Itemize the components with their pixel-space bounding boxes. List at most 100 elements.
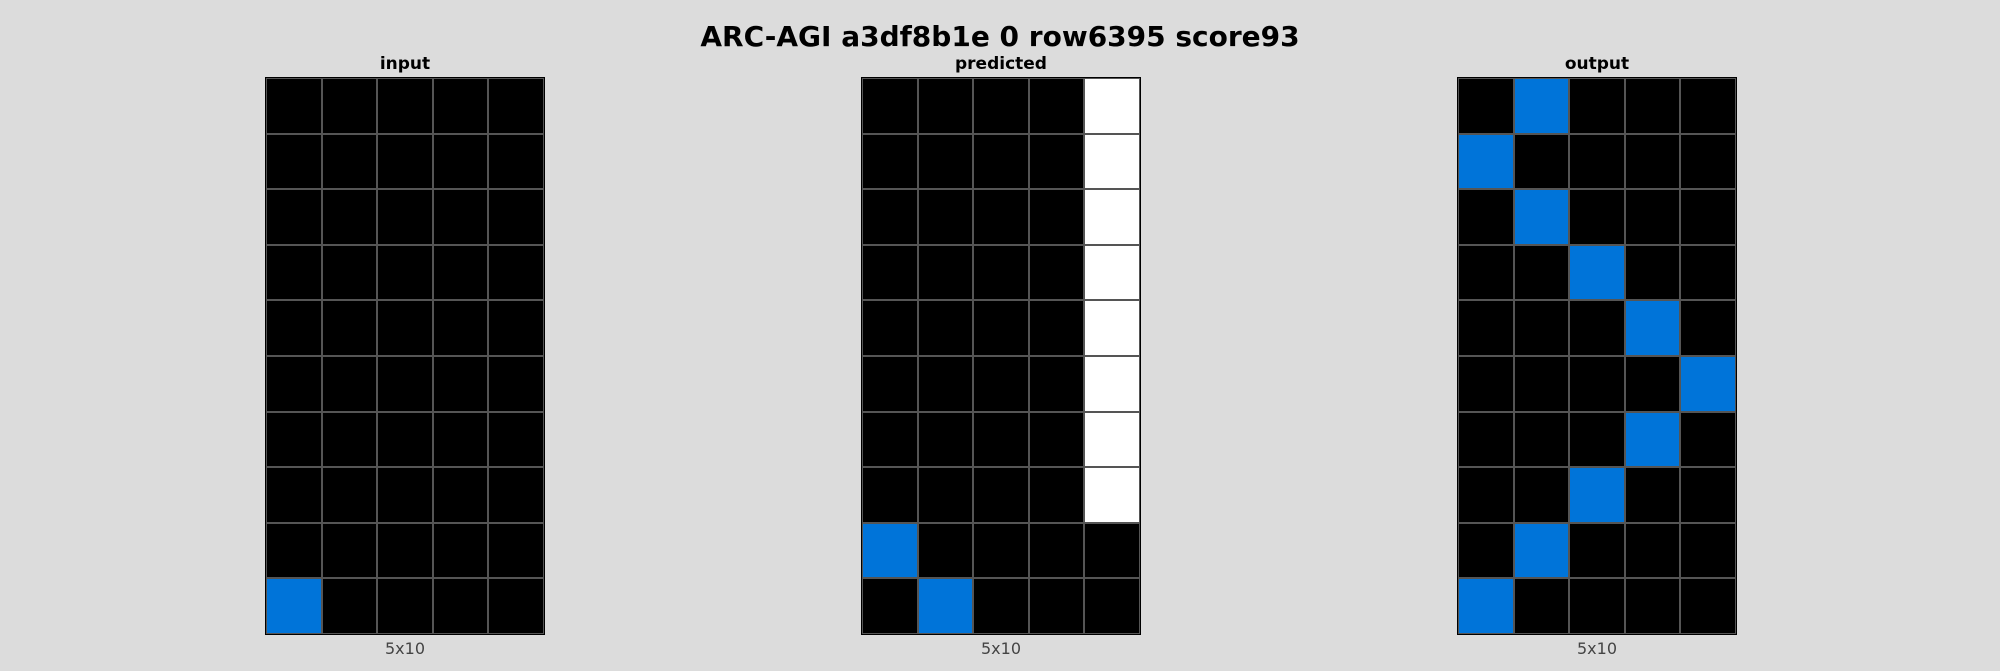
input-cell-r2-c3 bbox=[432, 189, 489, 245]
predicted-cell-r9-c1 bbox=[917, 578, 974, 634]
predicted-cell-r0-c4 bbox=[1084, 78, 1140, 134]
figure-title: ARC-AGI a3df8b1e 0 row6395 score93 bbox=[700, 20, 1300, 53]
predicted-cell-r5-c3 bbox=[1028, 356, 1085, 412]
predicted-cell-r7-c2 bbox=[973, 467, 1029, 523]
input-panel-title: input bbox=[379, 54, 431, 74]
input-cell-r2-c0 bbox=[266, 189, 322, 245]
predicted-grid bbox=[861, 77, 1141, 635]
predicted-cell-r8-c2 bbox=[973, 522, 1029, 579]
output-cell-r5-c0 bbox=[1458, 356, 1514, 412]
output-cell-r0-c3 bbox=[1624, 78, 1681, 134]
output-cell-r0-c2 bbox=[1569, 78, 1625, 134]
predicted-cell-r8-c0 bbox=[862, 522, 918, 579]
output-cell-r4-c4 bbox=[1680, 300, 1736, 356]
input-cell-r1-c1 bbox=[321, 133, 378, 190]
output-cell-r2-c1 bbox=[1513, 189, 1570, 245]
predicted-cell-r1-c0 bbox=[862, 133, 918, 190]
output-dims-label: 5x10 bbox=[1576, 639, 1617, 658]
predicted-cell-r9-c3 bbox=[1028, 578, 1085, 634]
output-cell-r5-c4 bbox=[1680, 356, 1736, 412]
predicted-cell-r6-c0 bbox=[862, 411, 918, 468]
input-cell-r1-c0 bbox=[266, 133, 322, 190]
input-cell-r5-c3 bbox=[432, 356, 489, 412]
predicted-cell-r3-c0 bbox=[862, 244, 918, 301]
input-cell-r8-c1 bbox=[321, 522, 378, 579]
output-cell-r9-c0 bbox=[1458, 578, 1514, 634]
input-cell-r9-c0 bbox=[266, 578, 322, 634]
input-cell-r8-c2 bbox=[377, 522, 433, 579]
predicted-cell-r4-c1 bbox=[917, 300, 974, 356]
output-cell-r5-c3 bbox=[1624, 356, 1681, 412]
input-cell-r1-c3 bbox=[432, 133, 489, 190]
output-cell-r5-c2 bbox=[1569, 356, 1625, 412]
output-cell-r3-c4 bbox=[1680, 244, 1736, 301]
predicted-cell-r2-c3 bbox=[1028, 189, 1085, 245]
input-grid bbox=[265, 77, 545, 635]
input-cell-r0-c2 bbox=[377, 78, 433, 134]
output-cell-r6-c0 bbox=[1458, 411, 1514, 468]
input-cell-r9-c4 bbox=[488, 578, 544, 634]
output-cell-r2-c3 bbox=[1624, 189, 1681, 245]
output-grid bbox=[1457, 77, 1737, 635]
input-cell-r7-c3 bbox=[432, 467, 489, 523]
output-cell-r9-c1 bbox=[1513, 578, 1570, 634]
input-cell-r7-c4 bbox=[488, 467, 544, 523]
output-cell-r1-c1 bbox=[1513, 133, 1570, 190]
output-cell-r3-c1 bbox=[1513, 244, 1570, 301]
input-cell-r0-c4 bbox=[488, 78, 544, 134]
output-cell-r6-c4 bbox=[1680, 411, 1736, 468]
input-cell-r6-c1 bbox=[321, 411, 378, 468]
predicted-cell-r6-c4 bbox=[1084, 411, 1140, 468]
predicted-panel: predicted 5x10 bbox=[861, 53, 1141, 659]
input-cell-r4-c2 bbox=[377, 300, 433, 356]
input-cell-r3-c0 bbox=[266, 244, 322, 301]
predicted-cell-r0-c2 bbox=[973, 78, 1029, 134]
output-cell-r2-c2 bbox=[1569, 189, 1625, 245]
predicted-cell-r2-c4 bbox=[1084, 189, 1140, 245]
input-cell-r5-c2 bbox=[377, 356, 433, 412]
input-dims-label: 5x10 bbox=[384, 639, 425, 658]
output-cell-r8-c2 bbox=[1569, 522, 1625, 579]
predicted-cell-r0-c0 bbox=[862, 78, 918, 134]
input-cell-r9-c2 bbox=[377, 578, 433, 634]
predicted-cell-r4-c4 bbox=[1084, 300, 1140, 356]
predicted-cell-r9-c0 bbox=[862, 578, 918, 634]
predicted-cell-r2-c2 bbox=[973, 189, 1029, 245]
input-cell-r8-c4 bbox=[488, 522, 544, 579]
input-cell-r3-c4 bbox=[488, 244, 544, 301]
output-cell-r8-c0 bbox=[1458, 522, 1514, 579]
output-cell-r7-c2 bbox=[1569, 467, 1625, 523]
input-cell-r3-c1 bbox=[321, 244, 378, 301]
input-cell-r9-c3 bbox=[432, 578, 489, 634]
input-panel: input 5x10 bbox=[265, 53, 545, 659]
predicted-cell-r9-c4 bbox=[1084, 578, 1140, 634]
input-cell-r7-c0 bbox=[266, 467, 322, 523]
output-cell-r1-c2 bbox=[1569, 133, 1625, 190]
predicted-cell-r8-c3 bbox=[1028, 522, 1085, 579]
predicted-cell-r3-c2 bbox=[973, 244, 1029, 301]
output-cell-r1-c0 bbox=[1458, 133, 1514, 190]
predicted-cell-r0-c3 bbox=[1028, 78, 1085, 134]
output-cell-r0-c4 bbox=[1680, 78, 1736, 134]
output-cell-r9-c2 bbox=[1569, 578, 1625, 634]
output-cell-r1-c3 bbox=[1624, 133, 1681, 190]
input-cell-r8-c3 bbox=[432, 522, 489, 579]
input-cell-r0-c3 bbox=[432, 78, 489, 134]
output-cell-r2-c4 bbox=[1680, 189, 1736, 245]
predicted-cell-r2-c0 bbox=[862, 189, 918, 245]
input-cell-r7-c2 bbox=[377, 467, 433, 523]
output-cell-r9-c4 bbox=[1680, 578, 1736, 634]
predicted-cell-r7-c1 bbox=[917, 467, 974, 523]
output-panel-title: output bbox=[1564, 54, 1630, 74]
predicted-cell-r3-c4 bbox=[1084, 244, 1140, 301]
input-cell-r2-c1 bbox=[321, 189, 378, 245]
predicted-cell-r7-c3 bbox=[1028, 467, 1085, 523]
input-cell-r1-c2 bbox=[377, 133, 433, 190]
predicted-dims-label: 5x10 bbox=[980, 639, 1021, 658]
input-cell-r2-c2 bbox=[377, 189, 433, 245]
input-cell-r5-c0 bbox=[266, 356, 322, 412]
output-cell-r3-c3 bbox=[1624, 244, 1681, 301]
input-cell-r9-c1 bbox=[321, 578, 378, 634]
input-cell-r3-c2 bbox=[377, 244, 433, 301]
output-cell-r7-c3 bbox=[1624, 467, 1681, 523]
